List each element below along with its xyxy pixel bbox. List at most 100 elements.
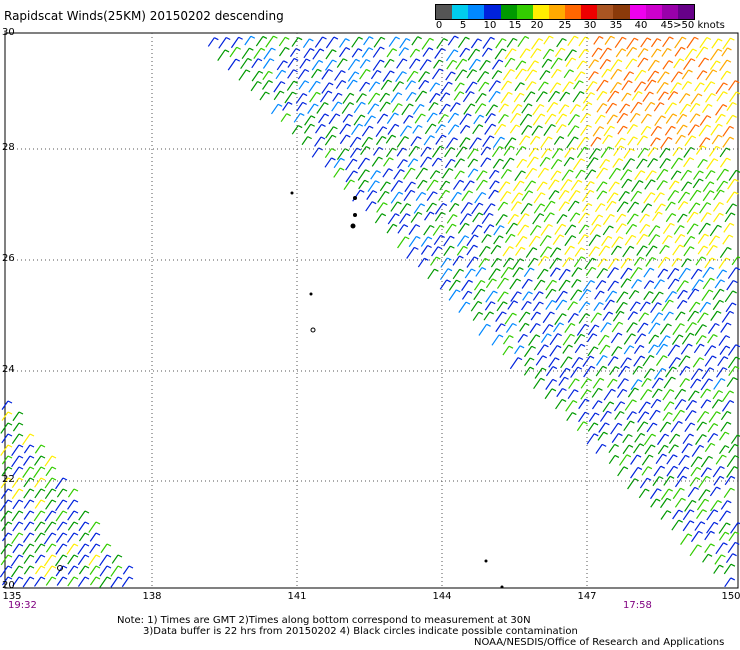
wind-barb <box>684 410 697 422</box>
wind-barb <box>704 442 716 453</box>
wind-barb <box>606 114 618 125</box>
wind-barb <box>539 156 551 167</box>
wind-barb <box>650 48 662 58</box>
wind-barb <box>596 267 608 279</box>
legend-label: 45 <box>660 20 674 31</box>
wind-barb <box>611 236 624 248</box>
wind-barb <box>287 69 298 79</box>
wind-barb <box>699 137 711 148</box>
wind-barb <box>701 289 714 302</box>
wind-barb <box>725 302 737 313</box>
wind-barb <box>67 488 79 498</box>
wind-barb <box>675 311 686 321</box>
wind-barb <box>241 47 254 60</box>
wind-barb <box>698 222 711 235</box>
wind-barb <box>623 148 635 159</box>
wind-barb <box>653 102 665 112</box>
wind-barb <box>666 465 679 477</box>
wind-barb <box>359 68 371 80</box>
wind-barb <box>558 104 570 114</box>
wind-barb <box>634 170 646 181</box>
wind-barb <box>11 433 24 445</box>
wind-barb <box>668 357 681 369</box>
wind-barb <box>684 135 697 147</box>
wind-barb <box>662 36 674 48</box>
wind-barb <box>662 389 675 401</box>
legend-label: 10 <box>483 20 497 31</box>
wind-barb <box>342 92 355 104</box>
wind-barb <box>654 115 666 127</box>
wind-barb <box>638 488 650 499</box>
wind-barb <box>587 346 599 357</box>
wind-barb <box>720 322 732 333</box>
wind-barb <box>670 71 683 83</box>
wind-barb <box>428 101 439 111</box>
wind-barb <box>0 554 13 566</box>
wind-barb <box>443 235 455 247</box>
wind-barb <box>560 356 573 369</box>
wind-barb <box>420 236 433 247</box>
wind-barb <box>603 125 615 137</box>
wind-barb <box>539 246 552 258</box>
wind-barb <box>493 225 505 236</box>
wind-barb <box>339 123 351 135</box>
wind-barb <box>622 444 634 455</box>
wind-barb <box>574 343 586 354</box>
legend-swatch <box>468 5 485 19</box>
wind-barb <box>346 79 358 90</box>
wind-barb <box>653 192 665 203</box>
wind-barb <box>110 565 123 577</box>
wind-barb <box>89 532 101 542</box>
wind-barb <box>523 366 535 376</box>
wind-barb <box>687 288 700 300</box>
wind-barb <box>1 521 13 532</box>
wind-barb <box>512 180 525 192</box>
wind-barb <box>623 333 636 345</box>
x-tick-label: 138 <box>142 591 162 602</box>
wind-barb <box>535 355 547 366</box>
wind-barb <box>540 136 553 149</box>
wind-barb <box>517 333 528 343</box>
wind-barb <box>390 201 402 212</box>
wind-barb <box>675 134 686 145</box>
wind-barb <box>463 103 476 115</box>
wind-barb <box>578 313 591 324</box>
wind-barb <box>336 58 348 68</box>
wind-barb <box>34 477 46 488</box>
wind-barb <box>693 170 704 180</box>
wind-barb <box>713 212 724 223</box>
wind-barb <box>596 190 608 200</box>
wind-barb <box>401 103 414 116</box>
wind-barb <box>627 201 640 213</box>
wind-barb <box>720 500 732 510</box>
wind-barb <box>471 224 483 235</box>
start-time: 19:32 <box>8 600 37 611</box>
wind-barb <box>22 433 35 446</box>
legend-swatch <box>597 5 614 19</box>
wind-barb <box>573 256 586 268</box>
wind-barb <box>709 145 721 157</box>
wind-barb <box>707 432 719 443</box>
wind-barb <box>351 123 364 136</box>
wind-barb <box>334 69 346 81</box>
wind-barb <box>77 576 90 587</box>
wind-barb <box>458 301 471 313</box>
wind-barb <box>651 312 664 324</box>
wind-barb <box>671 519 683 531</box>
wind-barb <box>319 90 333 103</box>
wind-barb <box>580 124 592 136</box>
wind-barb <box>684 422 696 433</box>
wind-barb <box>475 179 488 191</box>
wind-barb <box>684 499 697 512</box>
wind-barb <box>655 453 667 465</box>
wind-barb <box>455 146 468 158</box>
wind-barb <box>651 377 664 389</box>
wind-barb <box>459 137 471 148</box>
wind-barb <box>548 189 560 200</box>
wind-barb <box>676 113 688 124</box>
wind-barb <box>696 509 707 519</box>
wind-barb <box>577 136 590 149</box>
wind-barb <box>611 433 623 443</box>
wind-barb <box>562 333 575 346</box>
wind-barb <box>715 82 728 95</box>
